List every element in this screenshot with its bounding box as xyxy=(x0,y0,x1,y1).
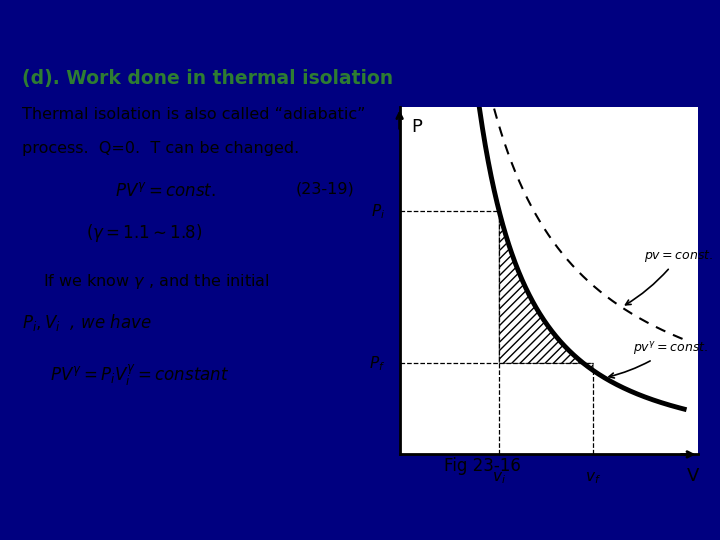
Text: $pv = const.$: $pv = const.$ xyxy=(626,248,714,305)
Text: $v_f$: $v_f$ xyxy=(585,470,601,486)
Text: $v_i$: $v_i$ xyxy=(492,470,506,486)
Text: If we know $\gamma$ , and the initial: If we know $\gamma$ , and the initial xyxy=(43,272,270,291)
Text: $PV^{\gamma} = P_i V_i^{\gamma} = constant$: $PV^{\gamma} = P_i V_i^{\gamma} = consta… xyxy=(50,362,230,388)
Text: $P_i, V_i$  , we have: $P_i, V_i$ , we have xyxy=(22,312,151,333)
Text: $P_f$: $P_f$ xyxy=(369,354,385,373)
Text: $PV^{\gamma} = const.$: $PV^{\gamma} = const.$ xyxy=(115,181,216,200)
Text: (d). Work done in thermal isolation: (d). Work done in thermal isolation xyxy=(22,69,392,88)
Text: $pv^{\gamma} = const.$: $pv^{\gamma} = const.$ xyxy=(609,340,708,378)
Text: (23-19): (23-19) xyxy=(295,181,354,197)
Text: $(\gamma = 1.1 \sim 1.8)$: $(\gamma = 1.1 \sim 1.8)$ xyxy=(86,222,203,244)
Text: $P_i$: $P_i$ xyxy=(372,202,385,221)
Text: P: P xyxy=(411,118,422,136)
Text: V: V xyxy=(687,468,699,485)
Text: process.  Q=0.  T can be changed.: process. Q=0. T can be changed. xyxy=(22,141,299,156)
Text: Thermal isolation is also called “adiabatic”: Thermal isolation is also called “adiaba… xyxy=(22,107,365,122)
Text: Fig 23-16: Fig 23-16 xyxy=(444,457,521,475)
